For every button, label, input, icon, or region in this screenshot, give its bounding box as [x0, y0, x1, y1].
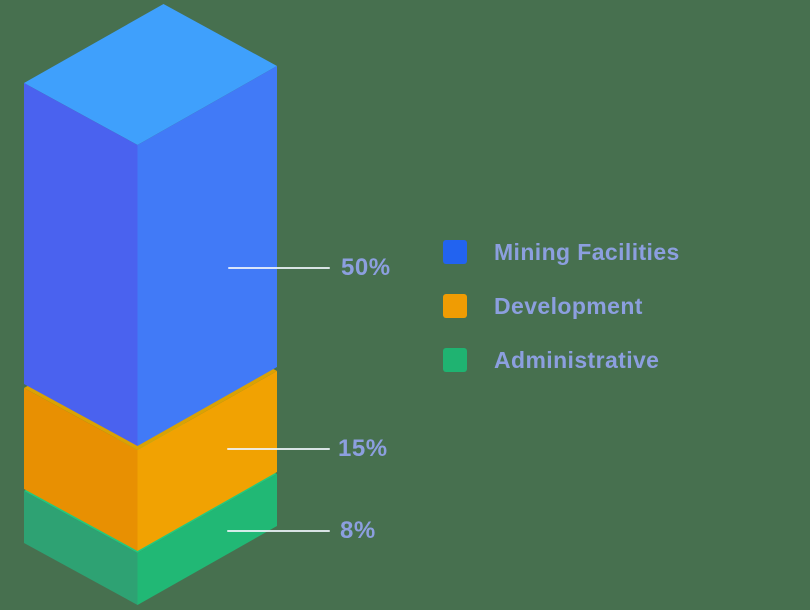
callout-label-administrative: 8% [340, 517, 376, 544]
segment-administrative-right-face [137, 474, 277, 605]
callout-line-development [227, 448, 330, 450]
legend-item-development: Development [443, 294, 680, 318]
legend-swatch-mining-facilities [443, 240, 467, 264]
segment-mining-facilities-top-face [24, 4, 277, 145]
legend-label-administrative: Administrative [494, 347, 660, 373]
legend-label-development: Development [494, 293, 643, 319]
segment-mining-facilities [24, 4, 277, 446]
segment-mining-facilities-right-face [137, 66, 277, 446]
segment-development-left-face [24, 388, 138, 551]
legend-swatch-development [443, 294, 467, 318]
callout-line-administrative [227, 530, 330, 532]
legend-item-mining-facilities: Mining Facilities [443, 240, 680, 264]
segment-development-right-face [137, 371, 277, 551]
callout-label-development: 15% [338, 435, 388, 462]
segment-administrative-left-face [24, 491, 138, 605]
callout-line-mining-facilities [228, 267, 330, 269]
legend-item-administrative: Administrative [443, 348, 680, 372]
segment-mining-facilities-left-face [24, 83, 138, 446]
legend: Mining Facilities Development Administra… [443, 240, 680, 372]
callout-label-mining-facilities: 50% [341, 254, 391, 281]
legend-label-mining-facilities: Mining Facilities [494, 239, 680, 265]
legend-swatch-administrative [443, 348, 467, 372]
